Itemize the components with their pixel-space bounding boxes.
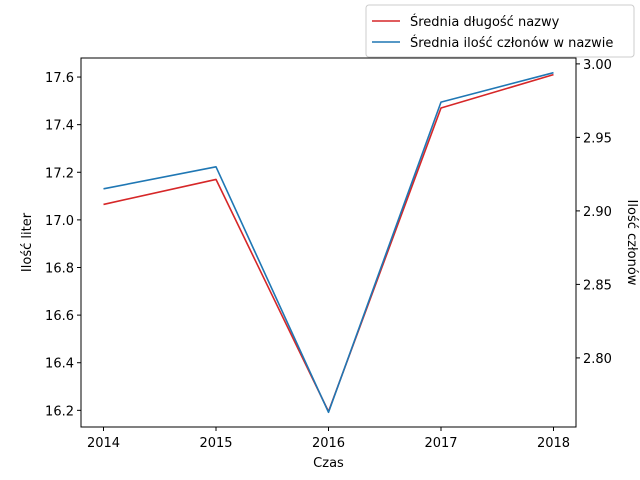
legend-entry-1: Średnia ilość członów w nazwie [410,35,613,51]
left-y-tick-label: 17.0 [45,214,74,229]
x-ticks: 2014 2015 2016 2017 2018 [87,427,570,451]
x-tick-label: 2014 [87,436,120,451]
right-y-tick-label: 2.80 [583,352,612,367]
x-tick-label: 2018 [537,436,570,451]
series-layer [103,71,554,414]
left-y-tick-label: 16.8 [45,261,74,276]
legend-entry-0: Średnia długość nazwy [410,14,560,30]
left-y-axis-label: Ilość liter [20,212,35,272]
left-y-ticks: 16.2 16.4 16.6 16.8 17.0 17.2 17.4 17.6 [45,71,81,419]
left-y-tick-label: 16.4 [45,357,74,372]
x-tick-label: 2015 [199,436,232,451]
legend-box [365,4,635,58]
plot-area [80,57,577,428]
left-y-tick-label: 16.6 [45,309,74,324]
x-axis-label: Czas [313,456,344,471]
left-y-tick-label: 17.2 [45,166,74,181]
right-y-tick-label: 2.95 [583,131,612,146]
left-y-tick-label: 17.6 [45,71,74,86]
right-y-tick-label: 2.90 [583,205,612,220]
left-y-tick-label: 16.2 [45,404,74,419]
series-line-1 [103,71,554,414]
right-y-axis-label: Ilość członów [624,200,639,286]
x-tick-label: 2017 [424,436,457,451]
right-y-ticks: 2.80 2.85 2.90 2.95 3.00 [576,58,612,367]
right-y-tick-label: 2.85 [583,278,612,293]
right-y-tick-label: 3.00 [583,58,612,73]
left-y-tick-label: 17.4 [45,119,74,134]
x-tick-label: 2016 [312,436,345,451]
legend: Średnia długość nazwy Średnia ilość czło… [365,4,635,58]
